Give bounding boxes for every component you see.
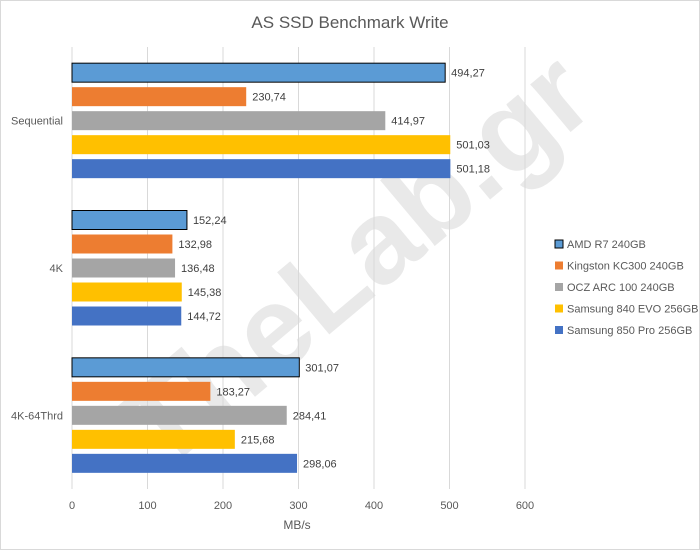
x-tick-label: 400 xyxy=(365,500,383,512)
data-label: 132,98 xyxy=(178,239,212,251)
bar xyxy=(72,381,211,401)
data-label: 183,27 xyxy=(216,386,250,398)
bar xyxy=(72,282,182,302)
bar xyxy=(72,87,247,107)
bar xyxy=(71,357,300,378)
x-tick-label: 0 xyxy=(69,500,75,512)
value-labels: 494,27 230,74 414,97 501,03 501,18 152,24 132,… xyxy=(178,68,490,471)
data-label: 215,68 xyxy=(241,434,275,446)
bar xyxy=(72,306,182,326)
x-tick-label: 300 xyxy=(289,500,307,512)
x-tick-labels: 0 100 200 300 400 500 600 xyxy=(69,500,534,512)
legend-swatch xyxy=(554,239,564,249)
legend-swatch xyxy=(555,283,563,291)
x-tick-label: 500 xyxy=(440,500,458,512)
category-label: Sequential xyxy=(11,116,63,128)
legend-label: OCZ ARC 100 240GB xyxy=(567,282,675,294)
bar xyxy=(72,135,451,155)
data-label: 414,97 xyxy=(391,116,425,128)
x-axis-label: MB/s xyxy=(283,518,310,532)
category-label: 4K xyxy=(50,263,64,275)
legend-label: Samsung 850 Pro 256GB xyxy=(567,325,692,337)
bar xyxy=(72,159,451,179)
data-label: 298,06 xyxy=(303,458,337,470)
x-tick-label: 100 xyxy=(138,500,156,512)
x-tick-label: 600 xyxy=(516,500,534,512)
data-label: 301,07 xyxy=(305,362,339,374)
data-label: 284,41 xyxy=(293,410,327,422)
legend-label: AMD R7 240GB xyxy=(567,239,646,251)
bar xyxy=(72,405,287,425)
legend-swatch xyxy=(555,326,563,334)
data-label: 501,03 xyxy=(456,140,490,152)
bar xyxy=(72,234,173,254)
bars xyxy=(71,62,451,473)
data-label: 145,38 xyxy=(188,287,222,299)
x-tick-label: 200 xyxy=(214,500,232,512)
data-label: 494,27 xyxy=(451,68,485,80)
bar xyxy=(72,111,386,131)
chart-title: AS SSD Benchmark Write xyxy=(251,13,448,32)
data-label: 144,72 xyxy=(187,311,221,323)
bar xyxy=(72,429,235,449)
legend-swatch xyxy=(555,261,563,270)
data-label: 152,24 xyxy=(193,215,227,227)
legend-label: Samsung 840 EVO 256GB xyxy=(567,304,698,316)
bar xyxy=(71,62,446,83)
data-label: 230,74 xyxy=(252,92,286,104)
legend-label: Kingston KC300 240GB xyxy=(567,261,684,273)
bar xyxy=(72,453,298,473)
category-labels: Sequential 4K 4K-64Thrd xyxy=(11,116,64,423)
legend-swatch xyxy=(555,304,563,313)
data-label: 501,18 xyxy=(456,164,490,176)
category-label: 4K-64Thrd xyxy=(11,410,63,422)
legend: AMD R7 240GB Kingston KC300 240GB OCZ ARC … xyxy=(554,239,698,337)
bar xyxy=(71,210,188,230)
bar xyxy=(72,258,176,278)
data-label: 136,48 xyxy=(181,263,215,275)
